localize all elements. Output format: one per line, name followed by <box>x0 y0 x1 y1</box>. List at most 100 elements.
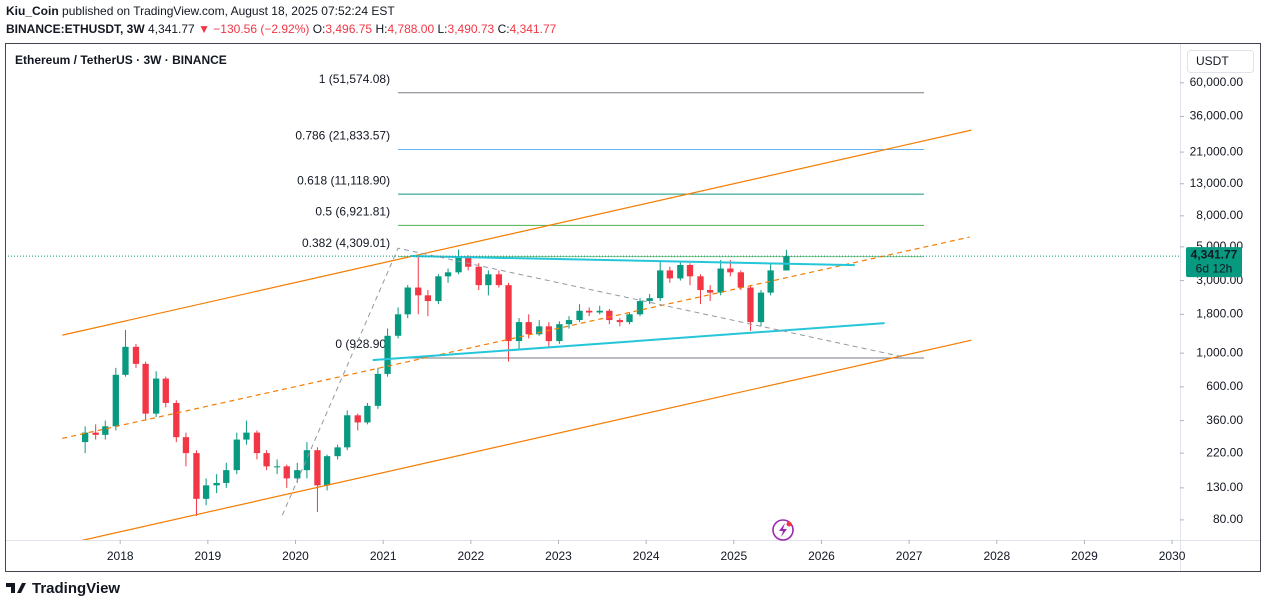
candle-body <box>485 274 492 286</box>
fib-label: 0.382 (4,309.01) <box>302 236 390 250</box>
candle-body <box>556 324 563 342</box>
chart-frame <box>5 43 1261 572</box>
candle-body <box>767 270 774 293</box>
x-tick-label: 2029 <box>1071 549 1098 563</box>
candle-body <box>737 272 744 288</box>
candle-body <box>596 310 603 313</box>
x-tick-label: 2019 <box>195 549 222 563</box>
candle-body <box>92 432 99 435</box>
candle-body <box>142 363 149 414</box>
candle-body <box>213 482 220 486</box>
candle-body <box>677 264 684 279</box>
candle-body <box>81 432 89 443</box>
y-tick-label: 13,000.00 <box>1190 176 1244 190</box>
candle-body <box>384 335 391 374</box>
x-tick-label: 2018 <box>107 549 134 563</box>
trend-line <box>81 339 972 540</box>
y-tick-label: 8,000.00 <box>1196 208 1243 222</box>
candle-body <box>626 314 633 323</box>
trend-line <box>281 247 905 516</box>
ideas-icon[interactable] <box>772 519 794 541</box>
candle-body <box>616 320 624 323</box>
candle-body <box>646 298 653 302</box>
candle-body <box>747 287 754 323</box>
candle-body <box>202 485 210 499</box>
c-value: 4,341.77 <box>510 22 557 36</box>
candle-body <box>334 447 341 457</box>
candle-body <box>666 270 673 279</box>
candle-body <box>233 439 240 471</box>
ideas-bolt <box>779 523 787 537</box>
candle-body <box>152 378 160 414</box>
candle-body <box>243 432 250 440</box>
fib-label: 0.618 (11,118.90) <box>297 173 390 187</box>
candle-body <box>173 402 180 438</box>
candle-body <box>515 322 523 342</box>
y-tick-label: 130.00 <box>1206 480 1243 494</box>
trend-line <box>410 255 855 267</box>
fib-label: 0.5 (6,921.81) <box>315 205 390 219</box>
candle-body <box>444 272 452 277</box>
candle-body <box>132 346 140 364</box>
last-price-label: 4,341.77 <box>1191 247 1238 261</box>
x-tick-label: 2021 <box>370 549 397 563</box>
y-tick-label: 220.00 <box>1206 445 1243 459</box>
x-tick-label: 2025 <box>720 549 747 563</box>
y-tick-label: 360.00 <box>1206 413 1243 427</box>
candle-body <box>757 292 765 323</box>
y-tick-label: 36,000.00 <box>1190 109 1244 123</box>
brand-icon <box>6 583 26 593</box>
symbol: BINANCE:ETHUSDT, 3W <box>6 22 145 36</box>
candle-body <box>706 290 714 293</box>
y-tick-label: 600.00 <box>1206 379 1243 393</box>
candle-body <box>122 346 129 375</box>
trend-line <box>62 236 970 439</box>
candle-body <box>415 287 422 296</box>
candle-body <box>364 405 371 423</box>
trend-line <box>62 129 972 336</box>
candle-body <box>586 310 593 313</box>
candle-body <box>525 322 532 335</box>
y-tick-label: 60,000.00 <box>1190 75 1244 89</box>
currency: USDT <box>1196 54 1229 68</box>
x-tick-label: 2023 <box>545 549 572 563</box>
last-price-box <box>1186 247 1242 278</box>
candle-body <box>505 285 512 342</box>
candle-body <box>465 256 472 267</box>
candle-body <box>354 415 361 423</box>
candle-body <box>686 264 694 277</box>
candle-body <box>283 466 290 479</box>
candle-body <box>394 314 402 336</box>
candle-body <box>344 415 351 448</box>
candle-body <box>323 456 331 486</box>
x-tick-label: 2024 <box>633 549 660 563</box>
price: 4,341.77 <box>148 22 195 36</box>
candle-body <box>545 326 553 342</box>
candle-body <box>404 287 411 315</box>
candle-body <box>193 453 200 499</box>
currency-box[interactable] <box>1187 50 1254 73</box>
candle-body <box>112 374 119 427</box>
y-tick-label: 1,000.00 <box>1196 345 1243 359</box>
change: ▼ −130.56 (−2.92%) <box>198 22 309 36</box>
o-label: O: <box>313 22 326 36</box>
candle-body <box>697 276 704 291</box>
chart-title: Ethereum / TetherUS · 3W · BINANCE <box>15 53 227 67</box>
o-value: 3,496.75 <box>325 22 372 36</box>
publish-line: Kiu_Coin published on TradingView.com, A… <box>6 4 395 18</box>
ideas-dot <box>786 521 792 527</box>
x-tick-label: 2020 <box>282 549 309 563</box>
candle-body <box>606 310 613 321</box>
countdown-label: 6d 12h <box>1196 261 1233 275</box>
candle-body <box>565 320 573 325</box>
candle-body <box>102 426 109 435</box>
fib-label: 1 (51,574.08) <box>319 72 390 86</box>
h-value: 4,788.00 <box>387 22 434 36</box>
candle-body <box>273 466 281 468</box>
candle-body <box>536 326 543 335</box>
fib-label: 0 (928.90) <box>335 337 390 351</box>
candle-body <box>475 266 482 286</box>
candle-body <box>717 268 724 293</box>
candle-body <box>374 373 382 406</box>
